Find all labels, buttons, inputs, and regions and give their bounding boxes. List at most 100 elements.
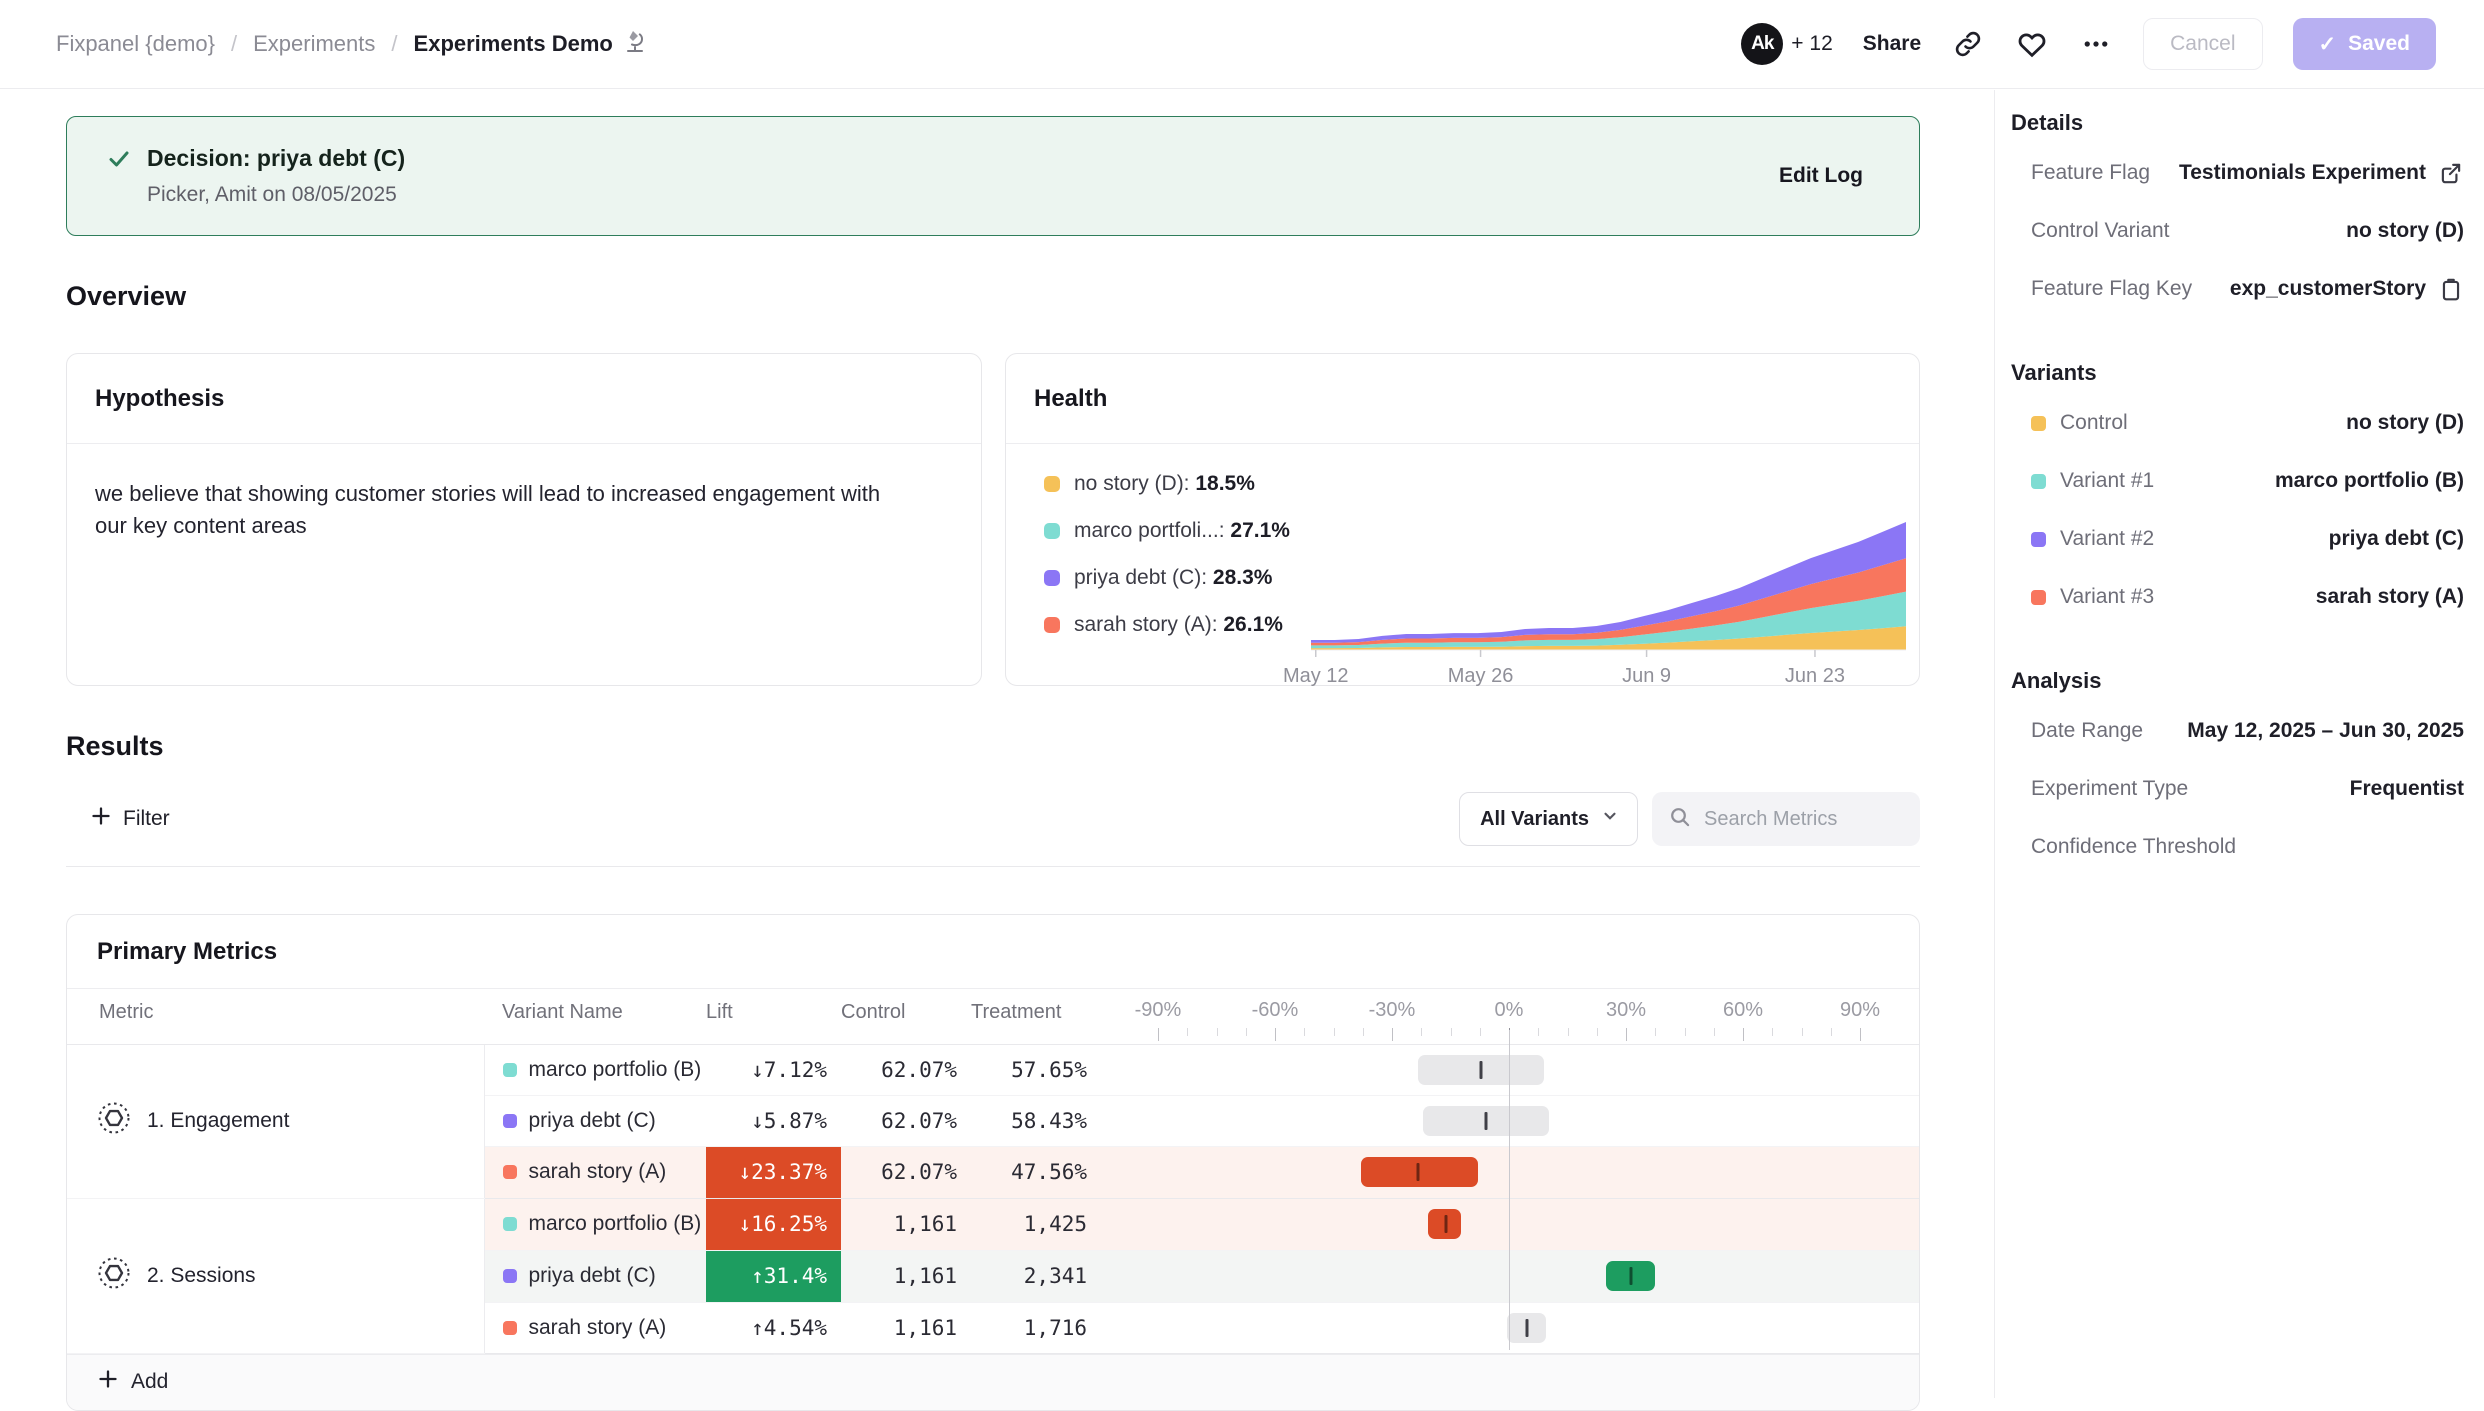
- axis-tick-label: -90%: [1135, 999, 1182, 1022]
- legend-item: priya debt (C): 28.3%: [1044, 554, 1290, 601]
- header-actions: Ak + 12 Share Cancel ✓ Saved: [1741, 18, 2436, 70]
- lift-point-mark: [1416, 1163, 1419, 1181]
- analysis-row: Experiment Type Frequentist: [2011, 760, 2464, 818]
- breadcrumb-project[interactable]: Fixpanel {demo}: [56, 31, 215, 57]
- treatment-value: 58.43%: [971, 1095, 1101, 1146]
- axis-tick-label: 90%: [1840, 999, 1880, 1022]
- details-heading: Details: [2011, 108, 2464, 138]
- variant-color-chip: [503, 1217, 517, 1231]
- variant-label: Variant #2: [2031, 527, 2154, 551]
- analysis-value: Frequentist: [2350, 777, 2464, 801]
- variant-value: sarah story (A): [2316, 585, 2464, 609]
- analysis-label: Experiment Type: [2031, 777, 2188, 801]
- breadcrumb-current: Experiments Demo: [414, 28, 647, 60]
- more-options-icon[interactable]: [2079, 27, 2113, 61]
- legend-label: no story (D): 18.5%: [1074, 472, 1255, 496]
- page-title: Experiments Demo: [414, 31, 613, 57]
- variant-name: sarah story (A): [529, 1316, 667, 1340]
- control-value: 1,161: [841, 1198, 971, 1250]
- details-value: no story (D): [2346, 219, 2464, 243]
- variant-color-chip: [503, 1165, 517, 1179]
- edit-log-button[interactable]: Edit Log: [1779, 164, 1863, 188]
- variant-name: sarah story (A): [529, 1160, 667, 1184]
- decision-check-icon: [107, 147, 131, 176]
- collaborators: Ak + 12: [1741, 23, 1832, 65]
- col-header-metric: Metric: [67, 989, 484, 1044]
- hypothesis-text: we believe that showing customer stories…: [95, 478, 915, 542]
- results-heading: Results: [66, 731, 164, 762]
- decision-title: Decision: priya debt (C): [147, 145, 405, 172]
- variant-color-chip: [503, 1063, 517, 1077]
- search-metrics-input[interactable]: [1704, 808, 1904, 831]
- variant-color-chip: [503, 1269, 517, 1283]
- variant-name: priya debt (C): [529, 1109, 656, 1133]
- lift-value-highlighted: ↑31.4%: [706, 1251, 841, 1302]
- search-icon: [1668, 805, 1692, 834]
- treatment-value: 57.65%: [971, 1044, 1101, 1095]
- confidence-interval-bar: [1606, 1261, 1655, 1291]
- details-value[interactable]: Testimonials Experiment: [2179, 160, 2464, 186]
- add-metric-button[interactable]: Add: [67, 1354, 1919, 1410]
- metric-variant-row[interactable]: 2. Sessionsmarco portfolio (B)↓16.25%1,1…: [67, 1198, 1920, 1250]
- avatar[interactable]: Ak: [1741, 23, 1783, 65]
- details-label: Feature Flag: [2031, 161, 2150, 185]
- variant-row: Controlno story (D): [2011, 394, 2464, 452]
- metric-variant-row[interactable]: 1. Engagementmarco portfolio (B)↓7.12%62…: [67, 1044, 1920, 1095]
- variant-row: Variant #3 sarah story (A): [2011, 568, 2464, 626]
- external-link-icon[interactable]: [2438, 160, 2464, 186]
- confidence-interval-bar: [1418, 1055, 1544, 1085]
- breadcrumb-experiments[interactable]: Experiments: [253, 31, 375, 57]
- col-header-control: Control: [841, 989, 971, 1044]
- hypothesis-title: Hypothesis: [95, 385, 224, 413]
- confidence-interval-bar: [1507, 1313, 1546, 1343]
- variant-filter-dropdown[interactable]: All Variants: [1459, 792, 1638, 846]
- variant-name: priya debt (C): [529, 1264, 656, 1288]
- legend-color-chip: [1044, 476, 1060, 492]
- axis-tick-label: 30%: [1606, 999, 1646, 1022]
- details-row: Feature Flag Key exp_customerStory: [2011, 260, 2464, 318]
- control-value: 1,161: [841, 1250, 971, 1302]
- variant-name: marco portfolio (B): [529, 1212, 702, 1236]
- confidence-interval-cell: [1101, 1302, 1920, 1353]
- add-filter-button[interactable]: Filter: [90, 805, 170, 833]
- metric-cell[interactable]: 1. Engagement: [67, 1044, 484, 1198]
- microscope-icon: [623, 28, 647, 60]
- lift-point-mark: [1525, 1319, 1528, 1337]
- search-metrics-box: [1652, 792, 1920, 846]
- lift-point-mark: [1444, 1215, 1447, 1233]
- variant-color-chip: [2031, 416, 2046, 431]
- chevron-down-icon: [1601, 807, 1619, 831]
- axis-tick-label: -30%: [1369, 999, 1416, 1022]
- control-value: 62.07%: [841, 1044, 971, 1095]
- treatment-value: 47.56%: [971, 1146, 1101, 1198]
- variant-color-chip: [2031, 590, 2046, 605]
- cancel-button[interactable]: Cancel: [2143, 18, 2262, 70]
- collaborator-count: + 12: [1791, 32, 1832, 56]
- share-button[interactable]: Share: [1863, 32, 1921, 56]
- copy-link-icon[interactable]: [1951, 27, 1985, 61]
- metric-target-icon: [97, 1256, 131, 1296]
- axis-ruler: [1101, 1028, 1920, 1044]
- hypothesis-card: Hypothesis we believe that showing custo…: [66, 353, 982, 686]
- analysis-section: Analysis Date RangeMay 12, 2025 – Jun 30…: [2011, 666, 2464, 876]
- details-label: Feature Flag Key: [2031, 277, 2192, 301]
- legend-color-chip: [1044, 523, 1060, 539]
- copy-icon[interactable]: [2438, 276, 2464, 302]
- plus-icon: [90, 805, 112, 833]
- analysis-value: May 12, 2025 – Jun 30, 2025: [2187, 719, 2464, 743]
- axis-tick-label: 60%: [1723, 999, 1763, 1022]
- metric-cell[interactable]: 2. Sessions: [67, 1198, 484, 1353]
- confidence-interval-cell: [1101, 1095, 1920, 1146]
- variant-label: Control: [2031, 411, 2128, 435]
- metric-name: 2. Sessions: [147, 1264, 256, 1288]
- details-row: Control Variantno story (D): [2011, 202, 2464, 260]
- plus-icon: [97, 1368, 119, 1396]
- legend-label: priya debt (C): 28.3%: [1074, 566, 1272, 590]
- svg-text:May 12: May 12: [1283, 665, 1349, 687]
- favorite-heart-icon[interactable]: [2015, 27, 2049, 61]
- variant-label: Variant #3: [2031, 585, 2154, 609]
- primary-metrics-title: Primary Metrics: [97, 938, 277, 966]
- confidence-interval-bar: [1428, 1209, 1461, 1239]
- details-value: exp_customerStory: [2230, 276, 2464, 302]
- saved-button[interactable]: ✓ Saved: [2293, 18, 2436, 70]
